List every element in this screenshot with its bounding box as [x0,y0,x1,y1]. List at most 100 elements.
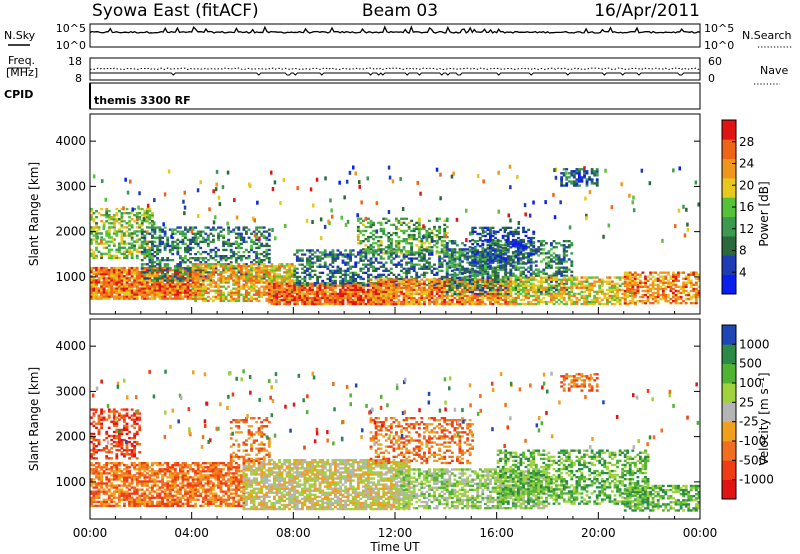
data-cell [517,268,520,271]
data-cell [255,279,259,282]
data-cell [484,294,487,298]
data-cell [509,288,513,292]
data-cell [252,285,256,288]
data-cell [379,283,383,287]
data-cell [237,265,241,268]
data-cell [153,285,157,288]
data-cell [359,257,363,260]
data-cell [369,296,373,300]
data-cell [257,267,261,270]
data-cell [260,267,264,270]
data-cell [346,255,350,258]
data-cell [173,287,177,290]
data-cell [138,226,142,229]
data-cell [288,263,292,266]
data-cell [232,252,236,256]
data-cell [514,300,518,304]
data-cell [191,297,195,301]
data-cell [90,218,93,221]
data-cell [420,257,424,260]
data-cell [506,258,510,261]
data-cell [346,294,350,298]
data-cell [417,217,421,220]
data-cell [196,283,200,286]
data-cell [443,279,447,283]
data-cell [184,273,187,276]
data-cell [410,219,414,223]
data-cell [275,267,279,270]
data-cell [405,253,409,256]
data-cell [494,259,497,262]
data-cell [156,293,159,296]
data-cell [204,289,208,292]
data-cell [387,248,391,251]
data-cell [105,279,109,282]
freq-panel: Freq. [MHz] 18 8 60 0 Nave [6,54,788,85]
data-cell [303,292,307,296]
data-cell [341,255,345,258]
data-cell [509,246,513,249]
data-cell [379,282,383,285]
data-cell [290,290,294,294]
data-cell [504,298,508,302]
data-cell [123,220,126,223]
data-cell [534,268,538,271]
data-cell [308,300,312,304]
data-cell [158,277,162,280]
data-cell [163,279,167,282]
data-cell [372,302,375,306]
data-cell [392,300,396,304]
data-cell [275,294,279,298]
data-cell [153,295,157,298]
data-cell [280,286,284,289]
data-cell [140,234,144,237]
data-cell [397,280,401,283]
data-cell [326,281,330,285]
data-cell [519,270,523,273]
data-cell [435,267,439,270]
data-cell [161,269,165,272]
data-cell [118,273,121,276]
data-cell [423,302,426,306]
data-cell [351,284,355,287]
data-cell [179,240,182,244]
data-cell [196,279,200,282]
data-cell [417,302,421,306]
data-cell [262,234,266,237]
data-cell [242,228,246,231]
data-cell [336,267,340,270]
data-cell [128,273,131,276]
data-cell [443,252,447,255]
data-cell [504,261,508,264]
data-cell [384,217,388,220]
data-cell [466,294,470,298]
data-cell [250,299,253,303]
data-cell [372,294,375,298]
data-cell [514,274,518,277]
data-cell [186,228,190,231]
data-cell [128,220,131,223]
data-cell [189,252,192,256]
data-cell [280,294,284,298]
data-cell [267,252,271,256]
data-cell [379,273,383,277]
data-cell [384,246,388,249]
data-cell [453,240,457,243]
data-cell [318,298,322,302]
data-cell [237,269,241,272]
data-cell [405,296,409,300]
data-cell [468,250,472,253]
data-cell [334,253,337,256]
data-cell [133,295,137,298]
data-cell [494,300,497,304]
data-cell [166,271,170,274]
data-cell [484,269,487,273]
data-cell [443,240,447,243]
data-cell [257,299,261,303]
data-cell [229,265,233,268]
data-cell [212,234,215,237]
data-cell [120,226,124,229]
data-cell [410,278,414,281]
data-cell [191,293,195,296]
data-cell [423,273,426,277]
